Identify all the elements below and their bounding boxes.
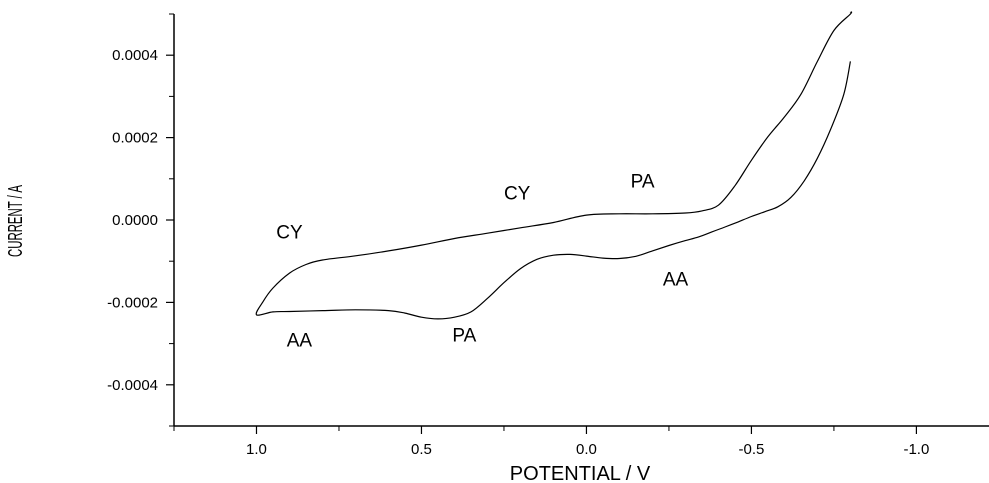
annotation-label: CY: [276, 223, 303, 244]
y-tick-label: 0.0004: [112, 47, 158, 64]
x-tick-label: -0.5: [738, 441, 764, 458]
annotations: CY CY PA AA AA PA: [276, 172, 688, 352]
annotation-label: CY: [504, 183, 531, 204]
annotation-label: PA: [452, 326, 476, 347]
x-axis-label: POTENTIAL / V: [510, 463, 651, 483]
series-line: [255, 11, 853, 320]
annotation-label: AA: [663, 270, 689, 291]
x-tick-label: 1.0: [246, 441, 267, 458]
ticks: 1.0 0.5 0.0 -0.5 -1.0 -0.0004 -0.0002 0.0000 0.0…: [107, 13, 929, 458]
y-tick-label: -0.0004: [107, 377, 158, 394]
y-tick-label: -0.0002: [107, 294, 158, 311]
annotation-label: PA: [631, 172, 655, 193]
y-tick-label: 0.0002: [112, 130, 158, 147]
x-tick-label: 0.5: [411, 441, 432, 458]
y-axis-label: CURRENT / A: [5, 185, 27, 257]
annotation-label: AA: [287, 331, 313, 352]
x-tick-label: -1.0: [903, 441, 929, 458]
x-tick-label: 0.0: [576, 441, 597, 458]
series: [255, 11, 853, 320]
axes: [173, 14, 989, 427]
y-tick-label: 0.0000: [112, 212, 158, 229]
